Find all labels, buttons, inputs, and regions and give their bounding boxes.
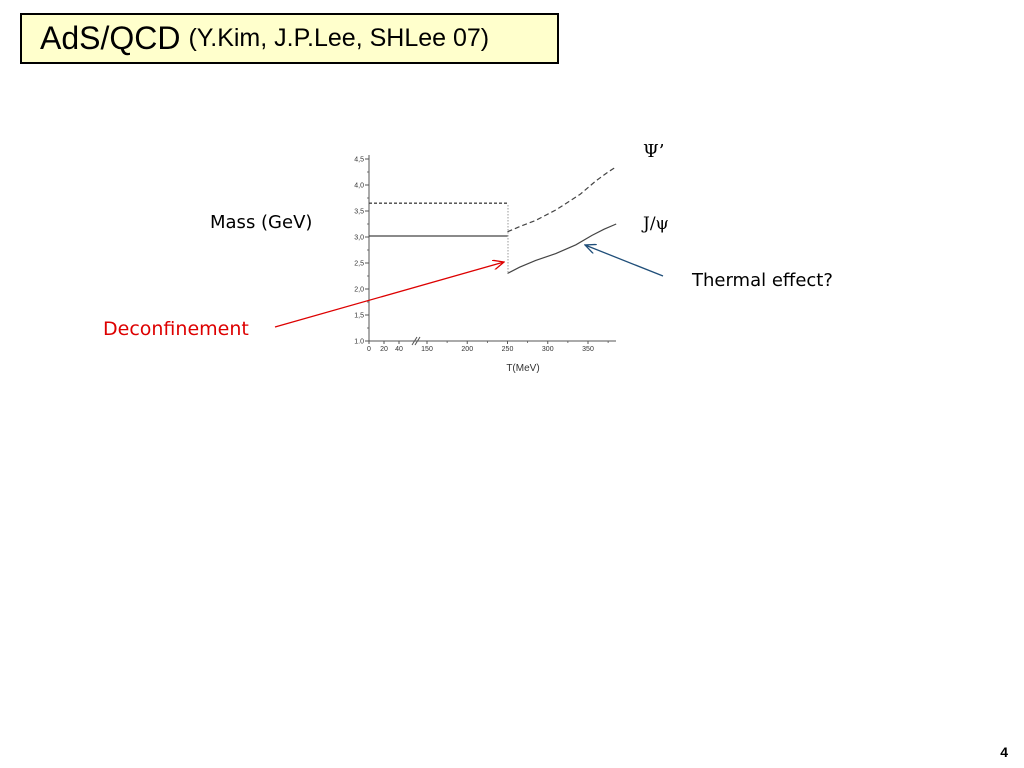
psi-prime-label: Ψ’ — [643, 141, 665, 162]
x-axis-title: T(MeV) — [506, 363, 539, 374]
x-tick-label: 200 — [461, 346, 473, 353]
y-tick-label: 3,5 — [354, 209, 364, 216]
y-tick-label: 2,0 — [354, 287, 364, 294]
x-tick-label: 20 — [380, 346, 388, 353]
title-subtitle: (Y.Kim, J.P.Lee, SHLee 07) — [188, 24, 490, 52]
jpsi-label: J/ψ — [643, 214, 669, 234]
x-tick-label: 350 — [582, 346, 594, 353]
x-axis-break-mark — [414, 336, 421, 346]
thermal-effect-arrow — [585, 245, 664, 277]
y-tick-label: 4,5 — [354, 157, 364, 164]
deconfinement-arrow — [274, 262, 504, 328]
title-main: AdS/QCD — [40, 20, 181, 56]
x-tick-label: 300 — [542, 346, 554, 353]
x-axis-break-mark — [411, 336, 418, 346]
mass-axis-label: Mass (GeV) — [210, 212, 313, 233]
deconfinement-label: Deconfinement — [103, 318, 249, 340]
y-tick-label: 1.0 — [354, 339, 364, 346]
y-tick-label: 1,5 — [354, 313, 364, 320]
jpsi-line — [507, 223, 617, 274]
chart-axes — [368, 155, 616, 346]
x-tick-label: 40 — [395, 346, 403, 353]
title-box: AdS/QCD (Y.Kim, J.P.Lee, SHLee 07) — [20, 13, 559, 64]
y-tick-label: 4,0 — [354, 183, 364, 190]
x-tick-label: 150 — [421, 346, 433, 353]
psi-prime-line — [507, 166, 617, 233]
chart-ticks: 1.0 1,5 2,0 2,5 3,0 3,5 4,0 4,5 0 20 40 150 200 250 30… — [354, 157, 609, 353]
x-tick-label: 250 — [502, 346, 514, 353]
y-tick-label: 2,5 — [354, 261, 364, 268]
x-tick-label: 0 — [367, 346, 371, 353]
page-number: 4 — [1000, 744, 1008, 760]
chart-series — [369, 166, 617, 274]
y-tick-label: 3,0 — [354, 235, 364, 242]
thermal-effect-label: Thermal effect? — [692, 270, 833, 291]
